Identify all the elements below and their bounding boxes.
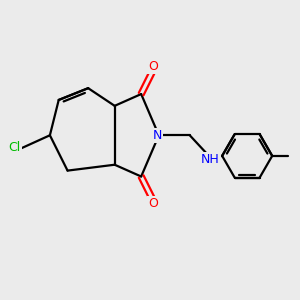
Text: O: O	[148, 61, 158, 74]
Text: Cl: Cl	[8, 141, 21, 154]
Text: O: O	[148, 197, 158, 210]
Text: N: N	[153, 129, 162, 142]
Text: NH: NH	[201, 153, 220, 166]
